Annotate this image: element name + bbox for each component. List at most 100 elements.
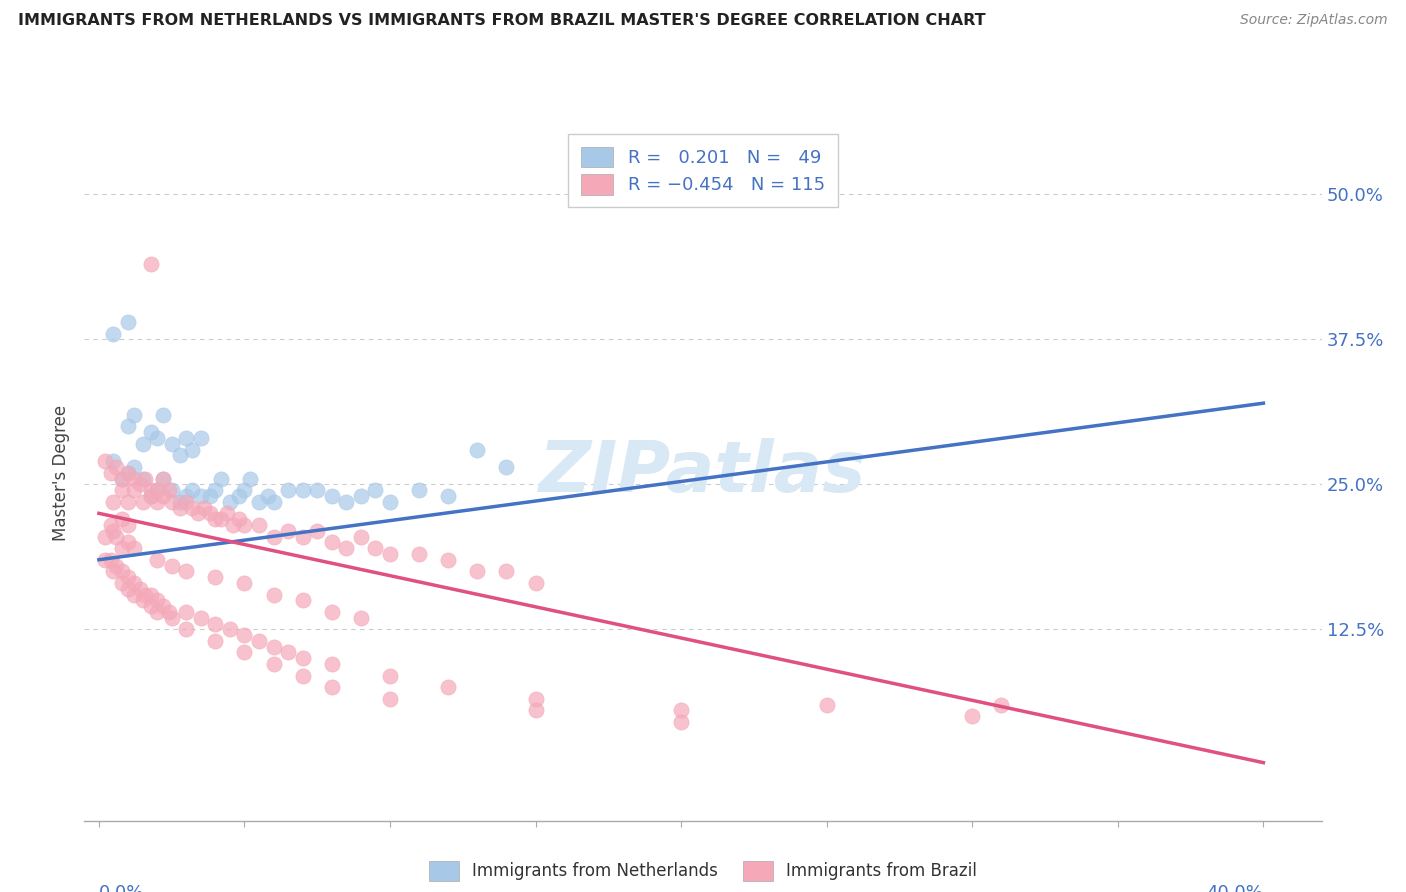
Point [291,530,314,544]
Point [141,599,163,614]
Point [160,437,183,451]
Point [174,494,197,508]
Point [263,640,285,654]
Point [198,507,221,521]
Point [160,494,183,508]
Point [228,489,250,503]
Point [117,494,139,508]
Point [111,512,134,526]
Point [93,454,115,468]
Point [815,698,838,712]
Point [141,425,163,440]
Point [204,616,226,631]
Point [100,517,122,532]
Point [204,633,226,648]
Point [350,611,373,625]
Point [378,669,401,683]
Point [174,489,197,503]
Point [321,489,343,503]
Point [111,541,134,555]
Point [263,657,285,671]
Point [335,541,357,555]
Point [291,593,314,607]
Point [350,489,373,503]
Point [204,483,226,498]
Point [378,494,401,508]
Point [152,471,174,485]
Point [321,680,343,694]
Point [122,471,145,485]
Point [105,530,128,544]
Point [169,448,191,462]
Point [122,460,145,475]
Point [131,593,153,607]
Point [990,698,1012,712]
Point [291,669,314,683]
Point [117,570,139,584]
Point [111,576,134,591]
Point [364,541,387,555]
Point [437,489,460,503]
Point [190,431,212,445]
Point [103,326,125,341]
Point [187,507,209,521]
Point [181,483,204,498]
Point [291,651,314,665]
Point [146,494,169,508]
Text: 0.0%: 0.0% [98,884,145,892]
Point [100,552,122,567]
Point [122,588,145,602]
Point [321,535,343,549]
Point [277,646,299,660]
Text: Source: ZipAtlas.com: Source: ZipAtlas.com [1240,13,1388,28]
Point [378,547,401,561]
Point [962,709,984,723]
Point [117,582,139,596]
Point [181,442,204,457]
Point [233,483,256,498]
Point [233,628,256,642]
Point [117,466,139,480]
Point [152,489,174,503]
Point [181,500,204,515]
Point [93,552,115,567]
Point [263,530,285,544]
Point [160,611,183,625]
Point [219,494,242,508]
Point [117,535,139,549]
Point [103,565,125,579]
Point [239,471,262,485]
Point [321,657,343,671]
Point [103,494,125,508]
Point [247,633,270,648]
Point [117,517,139,532]
Text: ZIPatlas: ZIPatlas [540,438,866,508]
Point [335,494,357,508]
Point [174,623,197,637]
Point [146,593,169,607]
Point [169,494,191,508]
Point [190,489,212,503]
Point [233,517,256,532]
Point [198,489,221,503]
Point [152,408,174,422]
Point [131,437,153,451]
Point [157,605,180,619]
Point [128,477,150,491]
Point [157,483,180,498]
Point [174,431,197,445]
Point [146,552,169,567]
Point [152,471,174,485]
Point [437,552,460,567]
Point [233,646,256,660]
Point [524,703,547,717]
Point [364,483,387,498]
Point [103,454,125,468]
Point [141,483,163,498]
Point [263,588,285,602]
Point [307,483,329,498]
Point [524,692,547,706]
Point [131,494,153,508]
Point [209,512,232,526]
Point [204,570,226,584]
